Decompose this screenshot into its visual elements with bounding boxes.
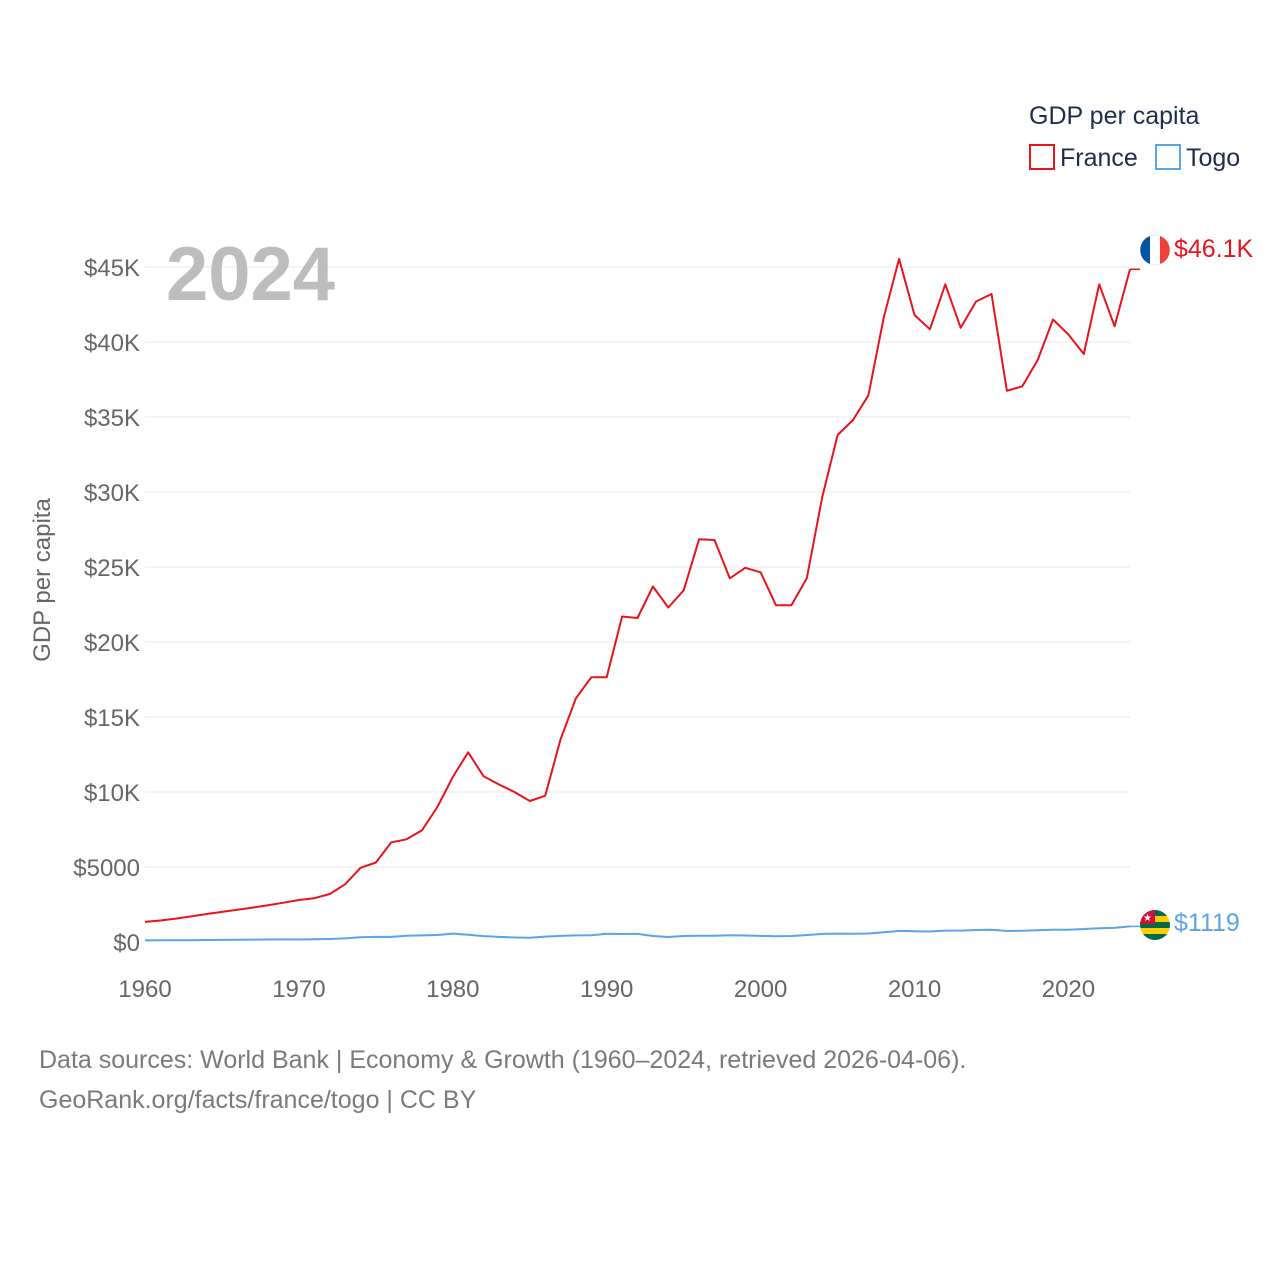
series-line-france[interactable]: [144, 257, 1131, 923]
legend-title: GDP per capita: [1029, 102, 1200, 130]
x-axis-ticks: 1960 1970 1980 1990 2000 2010 2020: [118, 976, 1095, 1003]
y-tick-label: $15K: [84, 705, 140, 732]
x-tick-label: 2010: [888, 976, 941, 1003]
y-tick-label: $20K: [84, 630, 140, 657]
x-tick-label: 1970: [272, 976, 325, 1003]
end-label-france: $46.1K: [1174, 235, 1254, 263]
end-label-togo: $1119: [1174, 909, 1240, 937]
legend-swatch-france: [1029, 144, 1055, 170]
end-connectors: [1130, 268, 1140, 928]
x-tick-label: 1990: [580, 976, 633, 1003]
source-note: Data sources: World Bank | Economy & Gro…: [39, 1040, 966, 1120]
x-tick-label: 1980: [426, 976, 479, 1003]
togo-flag-icon: ★: [1140, 910, 1170, 940]
y-tick-label: $30K: [84, 480, 140, 507]
source-line-1: Data sources: World Bank | Economy & Gro…: [39, 1046, 967, 1074]
y-tick-label: $5000: [73, 855, 140, 882]
y-tick-label: $35K: [84, 405, 140, 432]
y-tick-label: $10K: [84, 780, 140, 807]
x-tick-label: 2020: [1042, 976, 1095, 1003]
x-tick-label: 1960: [118, 976, 171, 1003]
series-lines: [144, 257, 1131, 942]
legend-label-france[interactable]: France: [1060, 144, 1138, 172]
year-watermark: 2024: [166, 232, 335, 317]
y-tick-label: $45K: [84, 255, 140, 282]
svg-text:★: ★: [1143, 913, 1152, 924]
y-tick-label: $40K: [84, 330, 140, 357]
gridlines: [145, 266, 1130, 868]
y-axis-ticks: $0 $5000 $10K $15K $20K $25K $30K $35K $40K $45K: [73, 255, 140, 957]
legend: GDP per capita France Togo: [1029, 102, 1240, 172]
y-tick-label: $25K: [84, 555, 140, 582]
france-flag-icon: [1139, 234, 1171, 266]
y-tick-label: $0: [113, 930, 140, 957]
x-tick-label: 2000: [734, 976, 787, 1003]
source-line-2[interactable]: GeoRank.org/facts/france/togo | CC BY: [39, 1086, 477, 1114]
legend-label-togo[interactable]: Togo: [1186, 144, 1240, 172]
series-line-togo[interactable]: [144, 925, 1131, 942]
legend-swatch-togo: [1155, 144, 1181, 170]
y-axis-label: GDP per capita: [29, 498, 56, 662]
